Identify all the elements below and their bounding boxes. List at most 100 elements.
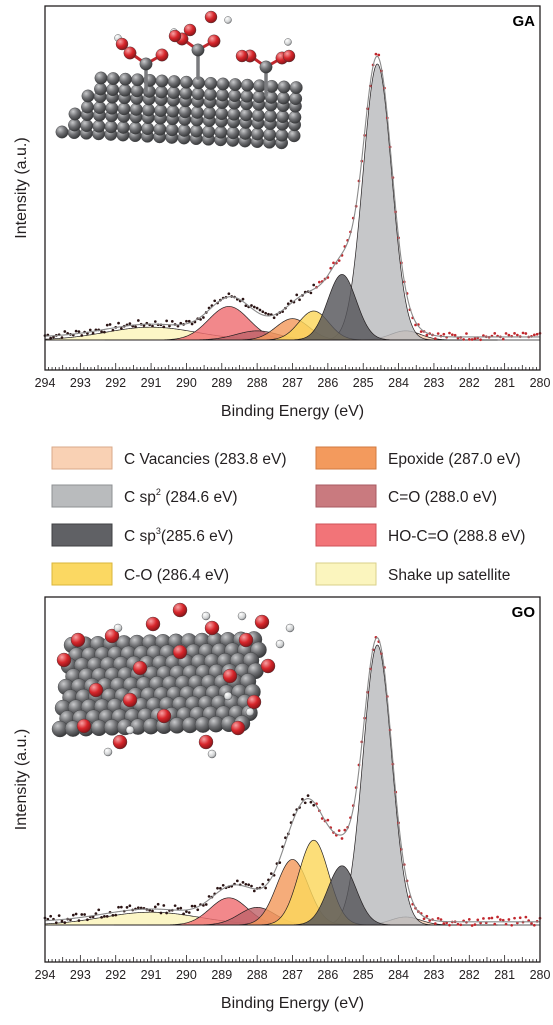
carbon-atom	[104, 120, 118, 134]
go-data-point	[470, 924, 474, 927]
ga-data-point	[170, 320, 174, 323]
ga-data-point	[318, 280, 321, 284]
ga-data-point	[136, 319, 140, 322]
legend-label: C sp3(285.6 eV)	[124, 526, 233, 545]
ga-data-point	[479, 338, 482, 342]
go-data-point	[86, 918, 89, 922]
legend-swatch	[51, 523, 113, 547]
carbon-atom	[191, 87, 205, 101]
ga-data-point	[470, 338, 474, 341]
go-data-point	[159, 911, 163, 915]
carbon-atom	[55, 125, 69, 139]
go-data-point	[518, 916, 522, 920]
ga-data-point	[295, 293, 299, 297]
ga-data-point	[88, 328, 92, 332]
go-data-point	[530, 922, 533, 925]
go-x-tick-label: 293	[70, 968, 91, 982]
go-data-point	[247, 883, 251, 887]
go-data-point	[244, 882, 248, 886]
go-data-point	[507, 918, 511, 921]
carbon-atom	[226, 126, 240, 140]
carbon-atom	[190, 106, 204, 119]
go-data-point	[487, 916, 491, 920]
oxygen-atom	[112, 734, 128, 750]
legend-label-suffix: (285.6 eV)	[161, 528, 233, 545]
go-data-point	[162, 904, 166, 907]
go-data-point	[337, 829, 341, 832]
go-x-tick-label: 282	[459, 968, 480, 982]
legend-swatch	[315, 446, 377, 470]
go-data-point	[499, 918, 502, 921]
carbon-atom	[252, 90, 266, 104]
hydrogen-atom	[207, 749, 217, 759]
oxygen-atom	[122, 692, 138, 708]
go-data-point	[114, 913, 118, 917]
oxygen-atom	[204, 620, 220, 636]
carbon-atom	[94, 71, 108, 85]
ga-data-point	[162, 325, 166, 329]
go-x-axis-ticks: 294 293 292 291 290 289 288 287 286 285 284 283 282 2…	[35, 955, 550, 982]
ga-data-point	[187, 319, 191, 323]
carbon-atom	[142, 103, 155, 117]
ga-data-point	[504, 332, 508, 335]
legend-label-main: C-O (286.4 eV)	[124, 567, 229, 584]
oxygen-atom	[156, 708, 172, 724]
carbon-atom	[117, 102, 131, 116]
go-x-tick-label: 286	[317, 968, 338, 982]
ga-data-point	[199, 318, 202, 321]
carbon-atom	[119, 72, 132, 86]
legend-swatch	[315, 562, 377, 586]
go-data-point	[301, 797, 304, 801]
oxygen-atom	[76, 718, 92, 734]
go-x-tick-label: 285	[353, 968, 374, 982]
ga-data-point	[436, 332, 440, 335]
legend-label: Shake up satellite	[388, 567, 510, 584]
carbon-atom	[251, 127, 264, 141]
ga-x-axis-ticks: 294 293 292 291 290 289 288 287 286 285 284 283 282 2…	[35, 363, 550, 390]
ga-data-point	[128, 322, 132, 325]
go-data-point	[60, 919, 64, 923]
ga-data-point	[312, 283, 316, 287]
carbon-atom	[216, 77, 230, 91]
ga-data-point	[176, 324, 180, 328]
carbon-atom	[177, 123, 191, 137]
hydrogen-atom	[224, 16, 232, 24]
go-data-point	[80, 913, 84, 916]
carbon-atom	[203, 106, 216, 120]
go-data-point	[425, 914, 429, 918]
go-data-point	[250, 884, 253, 888]
ga-x-tick-label: 288	[247, 376, 268, 390]
ga-data-point	[467, 338, 471, 341]
ga-data-point	[298, 298, 301, 302]
ga-x-axis-title: Binding Energy (eV)	[221, 403, 364, 420]
ga-data-point	[103, 330, 106, 334]
go-x-tick-label: 283	[423, 968, 444, 982]
go-x-tick-label: 284	[388, 968, 409, 982]
ga-fit-components	[44, 63, 540, 341]
oxygen-atom	[104, 628, 120, 644]
legend-swatch	[315, 484, 377, 508]
go-data-point	[128, 904, 132, 908]
hydrogen-atom	[103, 747, 113, 757]
go-data-point	[71, 913, 75, 917]
go-data-point	[117, 905, 120, 909]
ga-data-point	[185, 319, 188, 323]
hydrogen-atom	[285, 623, 295, 633]
go-data-point	[77, 919, 81, 922]
go-data-point	[139, 906, 143, 910]
carbon-atom	[238, 126, 252, 140]
go-x-axis-title: Binding Energy (eV)	[221, 995, 364, 1012]
go-panel-label: GO	[512, 604, 536, 621]
go-data-point	[105, 915, 109, 918]
legend-label: C sp2 (284.6 eV)	[124, 487, 238, 506]
carbon-atom	[155, 85, 168, 99]
go-data-point	[442, 922, 446, 925]
ga-data-point	[179, 321, 183, 325]
ga-data-point	[513, 332, 516, 335]
carbon-atom	[287, 129, 301, 143]
ga-data-point	[501, 337, 505, 341]
hydrogen-atom	[284, 38, 292, 46]
carbon-atom	[253, 79, 267, 93]
go-data-point	[190, 904, 194, 908]
go-data-point	[196, 908, 200, 912]
